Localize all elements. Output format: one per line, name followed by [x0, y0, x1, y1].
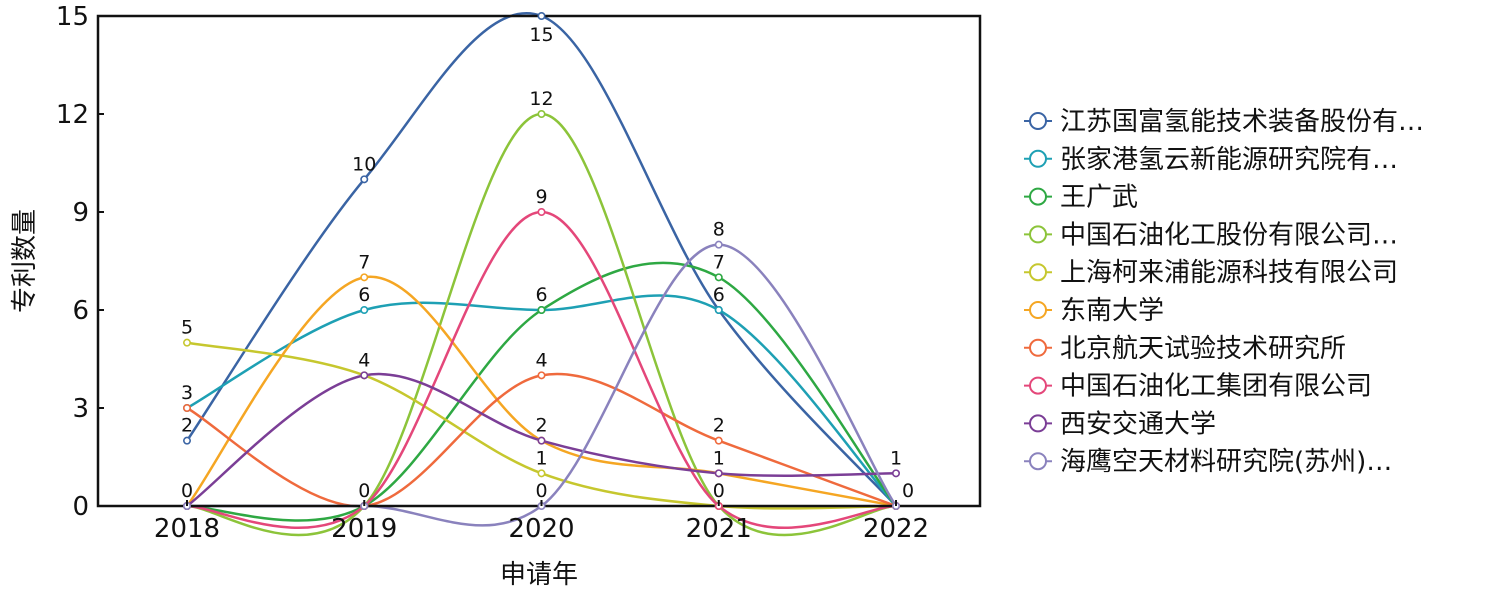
legend-marker-icon: [1029, 376, 1047, 395]
data-label: 1: [713, 447, 725, 469]
data-point-s2-2019: [360, 305, 369, 314]
legend-label: 中国石油化工集团有限公司: [1060, 372, 1372, 402]
data-label: 0: [535, 480, 547, 502]
data-point-s10-2021: [714, 240, 723, 249]
legend-label: 海鹰空天材料研究院(苏州)…: [1060, 447, 1392, 477]
data-point-s3-2021: [714, 273, 723, 282]
x-axis-title: 申请年: [500, 560, 578, 590]
data-label: 6: [535, 284, 547, 306]
data-label: 15: [529, 24, 553, 46]
data-label: 2: [713, 415, 725, 437]
legend-label: 江苏国富氢能技术装备股份有…: [1060, 107, 1424, 137]
data-label: 0: [358, 480, 370, 502]
legend-label: 西安交通大学: [1060, 409, 1216, 439]
legend-item: 江苏国富氢能技术装备股份有…: [1024, 107, 1424, 137]
legend-label: 东南大学: [1060, 296, 1164, 326]
legend-marker-icon: [1029, 301, 1047, 319]
legend-item: 西安交通大学: [1024, 409, 1216, 439]
data-label: 2: [535, 415, 547, 437]
legend-item: 中国石油化工集团有限公司: [1024, 372, 1372, 402]
y-axis-title: 专利数量: [10, 209, 40, 313]
data-label: 2: [181, 415, 193, 437]
data-point-s1-2019: [360, 175, 369, 184]
data-point-s9-2022: [891, 469, 900, 478]
data-point-s5-2018: [183, 338, 192, 347]
data-point-s7-2020: [537, 371, 546, 380]
data-point-s9-2020: [537, 436, 546, 445]
data-label: 9: [535, 186, 547, 208]
data-point-s7-2018: [183, 403, 192, 412]
x-tick-label: 2022: [863, 514, 929, 544]
x-axis: 2018 2019 2020 2021 2022: [154, 500, 929, 544]
legend-marker-icon: [1029, 225, 1047, 244]
x-tick-label: 2018: [154, 514, 220, 544]
data-label: 5: [181, 317, 193, 339]
data-point-s3-2020: [537, 305, 546, 314]
series-line-6: [186, 275, 897, 508]
legend-item: 东南大学: [1024, 296, 1164, 326]
legend-label: 中国石油化工股份有限公司…: [1060, 220, 1398, 250]
data-point-s7-2021: [714, 436, 723, 445]
data-point-s8-2020: [537, 208, 546, 217]
y-tick-label: 6: [72, 296, 89, 326]
legend-item: 海鹰空天材料研究院(苏州)…: [1024, 447, 1392, 477]
y-axis: 0 3 6 9 12 15: [56, 2, 104, 522]
legend-marker-icon: [1029, 414, 1047, 433]
data-label: 3: [181, 382, 193, 404]
data-point-s9-2019: [360, 371, 369, 380]
data-label: 8: [713, 219, 725, 241]
data-point-s4-2020: [537, 110, 546, 119]
data-point-s5-2020: [537, 469, 546, 478]
legend-label: 北京航天试验技术研究所: [1060, 334, 1346, 364]
data-label: 6: [713, 284, 725, 306]
y-tick-label: 9: [72, 198, 89, 228]
data-label: 0: [181, 480, 193, 502]
data-point-s9-2021: [714, 469, 723, 478]
data-point-s2-2021: [714, 305, 723, 314]
legend-label: 上海柯来浦能源科技有限公司: [1060, 258, 1398, 288]
data-label: 1: [890, 447, 902, 469]
data-label: 7: [713, 251, 725, 273]
data-label: 0: [713, 480, 725, 502]
y-tick-label: 3: [72, 394, 89, 424]
y-tick-label: 15: [56, 2, 89, 32]
legend-item: 张家港氢云新能源研究院有…: [1024, 145, 1398, 175]
data-label: 4: [535, 349, 547, 371]
legend-marker-icon: [1029, 149, 1047, 168]
x-tick-label: 2020: [508, 514, 574, 544]
legend-marker-icon: [1029, 263, 1047, 282]
legend-item: 中国石油化工股份有限公司…: [1024, 220, 1398, 250]
data-label: 12: [529, 88, 553, 110]
legend-marker-icon: [1029, 338, 1047, 357]
series-line-9: [186, 372, 897, 508]
data-point-s1-2020: [537, 12, 546, 21]
data-label: 6: [358, 284, 370, 306]
legend-item: 北京航天试验技术研究所: [1024, 334, 1346, 364]
legend-item: 上海柯来浦能源科技有限公司: [1024, 258, 1398, 288]
legend-item: 王广武: [1024, 183, 1138, 213]
y-tick-label: 12: [56, 100, 89, 130]
legend-label: 王广武: [1060, 183, 1138, 213]
x-tick-label: 2021: [686, 514, 752, 544]
legend-marker-icon: [1029, 187, 1047, 206]
data-point-s1-2018: [183, 436, 192, 445]
x-tick-label: 2019: [331, 514, 397, 544]
legend: 江苏国富氢能技术装备股份有… 张家港氢云新能源研究院有… 王广武中国石油化工股份有限…: [1024, 107, 1424, 477]
legend-marker-icon: [1029, 112, 1047, 130]
data-label: 1: [535, 447, 547, 469]
legend-marker-icon: [1029, 452, 1047, 471]
data-label: 0: [902, 480, 914, 502]
data-label: 7: [358, 251, 370, 273]
data-label: 4: [358, 349, 370, 371]
data-label: 10: [352, 153, 376, 175]
legend-label: 张家港氢云新能源研究院有…: [1060, 145, 1398, 175]
data-point-s6-2019: [360, 273, 369, 282]
y-tick-label: 0: [72, 492, 89, 522]
